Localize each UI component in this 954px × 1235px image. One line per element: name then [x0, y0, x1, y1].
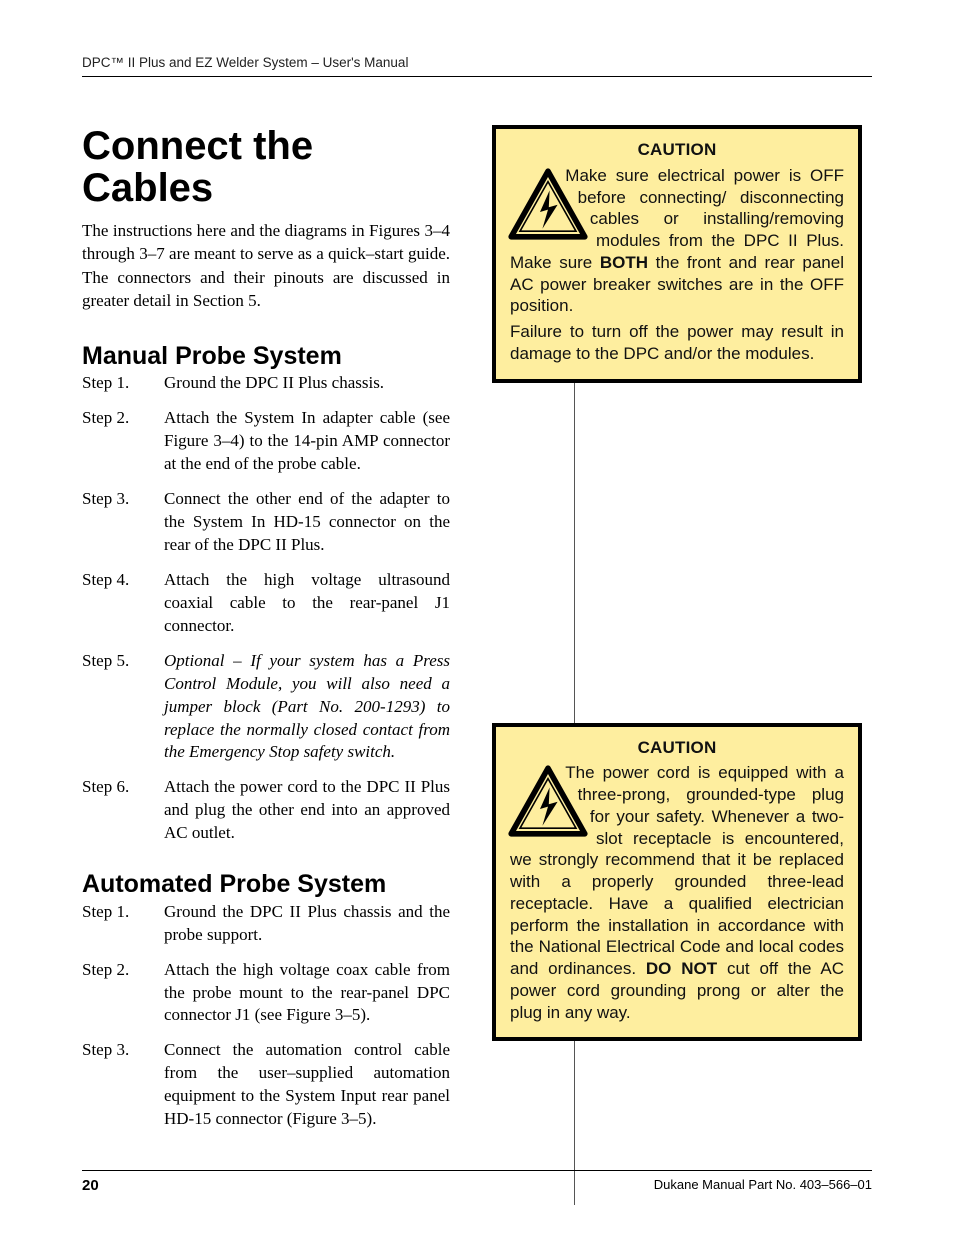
step-body-italic: Optional – If your system has a Press Co… — [164, 651, 450, 762]
step-body: Ground the DPC II Plus chassis. — [164, 372, 450, 395]
steps-manual: Step 1. Ground the DPC II Plus chassis. … — [82, 372, 450, 845]
caution-text-para2: Failure to turn off the power may result… — [510, 322, 844, 363]
step-label: Step 1. — [82, 372, 164, 395]
caution-title: CAUTION — [510, 737, 844, 759]
step-label: Step 1. — [82, 901, 164, 947]
step-item: Step 3. Connect the other end of the ada… — [82, 488, 450, 557]
left-column: Connect the Cables The instructions here… — [82, 125, 450, 1157]
caution-text-bold: DO NOT — [646, 959, 717, 978]
running-head: DPC™ II Plus and EZ Welder System – User… — [82, 55, 872, 76]
step-body: Connect the other end of the adapter to … — [164, 488, 450, 557]
caution-body: Make sure electrical power is OFF before… — [510, 165, 844, 365]
step-label: Step 2. — [82, 407, 164, 476]
step-item: Step 5. Optional – If your system has a … — [82, 650, 450, 765]
step-item: Step 6. Attach the power cord to the DPC… — [82, 776, 450, 845]
caution-body: The power cord is equipped with a three-… — [510, 762, 844, 1023]
step-body: Attach the high voltage ultrasound coaxi… — [164, 569, 450, 638]
caution-box-power-cord: CAUTION The power cord is equipped with … — [492, 723, 862, 1042]
caution-title: CAUTION — [510, 139, 844, 161]
page-title: Connect the Cables — [82, 125, 450, 209]
step-body: Attach the high voltage coax cable from … — [164, 959, 450, 1028]
manual-part-number: Dukane Manual Part No. 403–566–01 — [654, 1177, 872, 1194]
right-column: CAUTION Make sure electrical power is OF… — [492, 125, 862, 1157]
step-label: Step 3. — [82, 488, 164, 557]
section-heading-automated: Automated Probe System — [82, 871, 450, 899]
step-body: Attach the System In adapter cable (see … — [164, 407, 450, 476]
step-item: Step 3. Connect the automation control c… — [82, 1039, 450, 1131]
step-item: Step 1. Ground the DPC II Plus chassis. — [82, 372, 450, 395]
two-column-layout: Connect the Cables The instructions here… — [82, 125, 872, 1157]
step-item: Step 2. Attach the System In adapter cab… — [82, 407, 450, 476]
page-footer: 20 Dukane Manual Part No. 403–566–01 — [82, 1170, 872, 1194]
step-label: Step 3. — [82, 1039, 164, 1131]
vertical-spacer — [492, 383, 862, 723]
step-label: Step 2. — [82, 959, 164, 1028]
step-body: Ground the DPC II Plus chassis and the p… — [164, 901, 450, 947]
caution-text-bold: BOTH — [600, 253, 648, 272]
step-label: Step 6. — [82, 776, 164, 845]
intro-paragraph: The instructions here and the diagrams i… — [82, 219, 450, 313]
step-body: Optional – If your system has a Press Co… — [164, 650, 450, 765]
step-body: Connect the automation control cable fro… — [164, 1039, 450, 1131]
caution-box-power-off: CAUTION Make sure electrical power is OF… — [492, 125, 862, 383]
section-heading-manual: Manual Probe System — [82, 343, 450, 371]
header-rule — [82, 76, 872, 77]
step-item: Step 1. Ground the DPC II Plus chassis a… — [82, 901, 450, 947]
steps-automated: Step 1. Ground the DPC II Plus chassis a… — [82, 901, 450, 1131]
step-item: Step 4. Attach the high voltage ultrasou… — [82, 569, 450, 638]
page-content: DPC™ II Plus and EZ Welder System – User… — [82, 55, 872, 1157]
step-label: Step 5. — [82, 650, 164, 765]
step-item: Step 2. Attach the high voltage coax cab… — [82, 959, 450, 1028]
page-number: 20 — [82, 1177, 99, 1194]
step-body: Attach the power cord to the DPC II Plus… — [164, 776, 450, 845]
step-label: Step 4. — [82, 569, 164, 638]
